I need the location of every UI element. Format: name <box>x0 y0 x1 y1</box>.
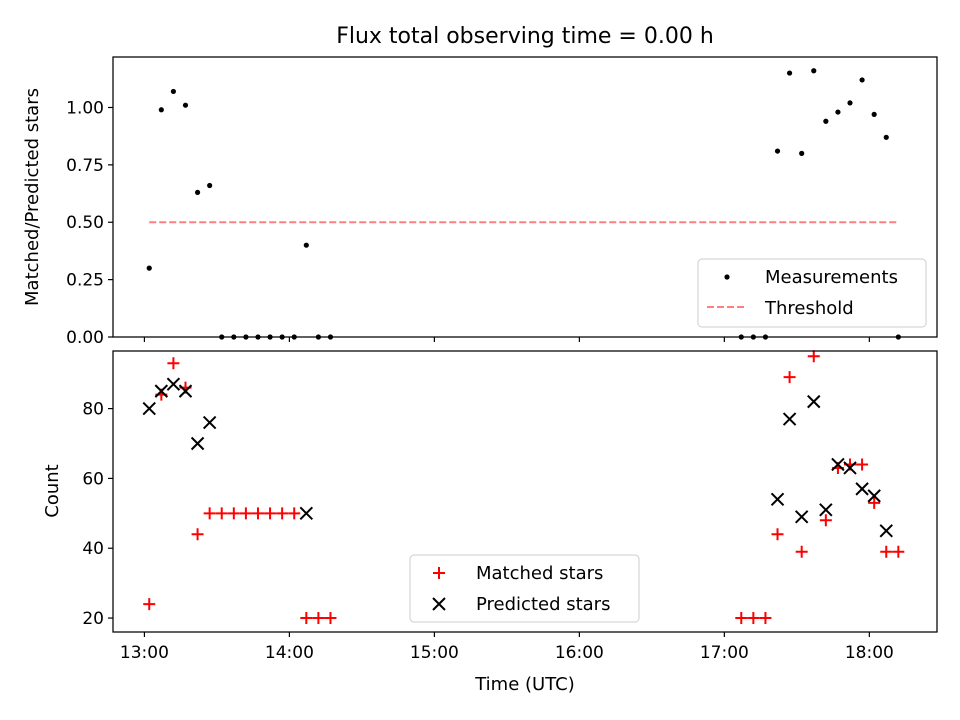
bottom-ylabel: Count <box>42 464 63 517</box>
bottom-xlabel: Time (UTC) <box>474 674 575 695</box>
top-ytick-label: 0.50 <box>66 213 104 233</box>
top-legend: Measurements Threshold <box>697 258 927 328</box>
predicted-stars-point <box>142 401 156 416</box>
legend-measurements-label: Measurements <box>765 267 898 288</box>
measurements-point <box>835 109 841 115</box>
measurements-point <box>799 150 805 156</box>
measurements-point <box>883 134 889 140</box>
measurements-point <box>170 88 177 95</box>
matched-stars-point <box>795 545 808 558</box>
bottom-xtick-label: 13:00 <box>120 643 169 663</box>
matched-stars-point <box>167 357 180 370</box>
bottom-ytick-label: 60 <box>82 469 104 489</box>
bottom-legend-box <box>409 554 640 623</box>
bottom-ytick-label: 20 <box>82 609 104 629</box>
matched-stars-point <box>312 612 325 625</box>
matched-stars-point <box>276 507 289 520</box>
top-plot-area: 0.00 0.25 0.50 0.75 1.00 <box>66 68 901 348</box>
top-ytick-label: 0.75 <box>66 156 104 176</box>
matched-stars-point <box>227 507 240 520</box>
matched-stars-point <box>856 458 869 471</box>
predicted-stars-point <box>154 384 169 398</box>
matched-stars-point <box>880 545 893 558</box>
predicted-stars-point <box>819 503 833 517</box>
legend-threshold-label: Threshold <box>764 298 854 319</box>
predicted-stars-point <box>770 492 785 507</box>
matched-stars-point <box>288 507 301 520</box>
predicted-stars-point <box>843 461 857 475</box>
matched-stars-point <box>747 612 760 625</box>
measurements-point <box>786 70 793 76</box>
bottom-xtick-label: 17:00 <box>700 643 749 663</box>
predicted-stars-point <box>299 506 314 521</box>
predicted-stars-point <box>178 384 193 398</box>
matched-stars-point <box>191 528 204 541</box>
matched-stars-point <box>203 507 216 520</box>
matched-stars-point <box>892 545 905 558</box>
top-ytick-label: 0.25 <box>66 271 104 291</box>
top-axes-frame <box>112 56 938 338</box>
legend-measurements-marker <box>724 274 730 280</box>
measurements-point <box>207 182 213 189</box>
bottom-plot-area: 13:00 14:00 15:00 16:00 17:00 18:00 20 40 60 80 <box>82 350 905 663</box>
top-legend-box <box>697 258 927 328</box>
bottom-xtick-label: 14:00 <box>265 643 314 663</box>
bottom-xtick-label: 16:00 <box>555 643 604 663</box>
top-ytick-label: 0.00 <box>66 328 104 348</box>
measurements-point <box>823 118 829 124</box>
matched-stars-point <box>783 371 796 384</box>
top-ytick-label: 1.00 <box>66 98 104 118</box>
measurements-point <box>774 148 781 154</box>
measurements-point <box>303 242 309 248</box>
matched-stars-point <box>239 507 252 520</box>
predicted-stars-point <box>202 415 217 430</box>
matched-stars-point <box>143 598 156 611</box>
predicted-stars-point <box>794 510 809 524</box>
predicted-stars-point <box>855 482 869 496</box>
measurements-point <box>871 111 877 117</box>
bottom-xtick-label: 18:00 <box>845 643 894 663</box>
predicted-stars-point <box>190 436 205 451</box>
matched-stars-point <box>324 612 337 625</box>
measurements-point <box>859 77 865 83</box>
measurements-point <box>811 68 817 74</box>
top-ylabel: Matched/Predicted stars <box>22 88 43 306</box>
measurements-point <box>158 107 164 113</box>
matched-stars-point <box>215 507 228 520</box>
predicted-stars-point <box>166 377 181 391</box>
measurements-point <box>194 189 201 196</box>
matched-stars-point <box>819 514 832 527</box>
matched-stars-point <box>735 612 748 625</box>
matched-stars-point <box>300 612 313 625</box>
matched-stars-point <box>807 350 820 363</box>
measurements-point <box>182 102 189 108</box>
matched-stars-point <box>251 507 264 520</box>
predicted-stars-point <box>782 412 797 426</box>
measurements-point <box>847 100 853 106</box>
bottom-axes-frame <box>112 350 938 633</box>
predicted-stars-point <box>831 457 845 472</box>
bottom-xtick-label: 15:00 <box>410 643 459 663</box>
matched-stars-point <box>759 612 772 625</box>
legend-predicted-marker <box>432 597 446 611</box>
legend-predicted-label: Predicted stars <box>476 594 610 615</box>
legend-matched-label: Matched stars <box>476 563 603 584</box>
bottom-legend: Matched stars Predicted stars <box>409 554 640 623</box>
predicted-stars-point <box>807 394 821 409</box>
predicted-stars-point <box>879 524 893 538</box>
predicted-stars-point <box>867 489 881 503</box>
measurements-point <box>146 265 152 271</box>
matched-stars-point <box>868 496 881 509</box>
bottom-ytick-label: 40 <box>82 539 104 559</box>
bottom-ytick-label: 80 <box>82 400 104 420</box>
matched-stars-point <box>771 528 784 541</box>
matched-stars-point <box>264 507 277 520</box>
legend-matched-marker <box>433 567 445 579</box>
top-chart-title: Flux total observing time = 0.00 h <box>336 24 714 49</box>
